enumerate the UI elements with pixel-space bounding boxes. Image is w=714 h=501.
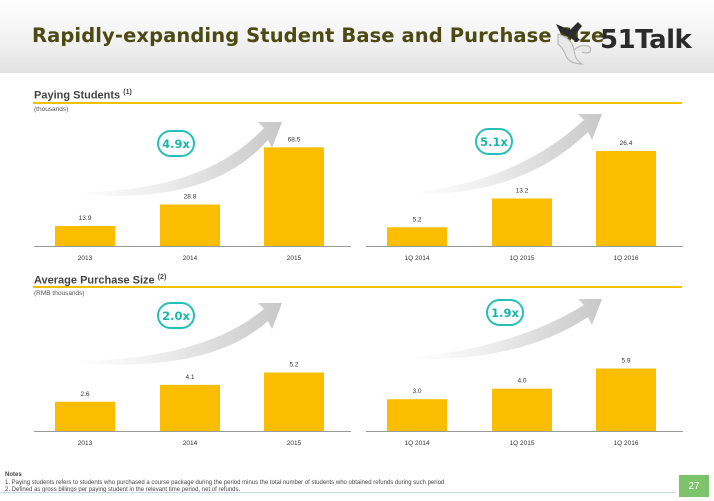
slide-header [0,0,714,73]
section-title-paying-students: Paying Students (1) [34,89,132,102]
data-label: 5.9 [621,358,630,365]
x-tick-label: 1Q 2016 [614,440,639,447]
bar [492,388,552,431]
notes: Notes 1. Paying students refers to stude… [5,472,444,495]
notes-title: Notes [5,472,22,478]
data-label: 13.9 [79,215,92,222]
section-rule [33,286,682,288]
logo: 51Talk [548,16,693,66]
x-tick-label: 2013 [78,255,93,262]
x-tick-label: 2013 [78,440,93,447]
footnote-ref: (2) [157,274,167,281]
purchase-size-annual-chart: 2.6 2013 4.1 2014 5.2 2015 [34,293,351,451]
bar [492,198,552,246]
data-label: 3.0 [412,388,421,395]
bar [387,227,447,246]
data-label: 2.6 [80,391,89,398]
bar [160,204,220,246]
bar [596,150,656,246]
slide-title: Rapidly-expanding Student Base and Purch… [32,24,605,47]
data-label: 4.1 [185,374,194,381]
page-number: 27 [679,475,709,497]
data-label: 13.2 [516,187,529,194]
section-unit: (RMB thousands) [34,290,85,297]
bar [264,372,324,431]
growth-badge: 1.9x [486,299,524,326]
note-item: 2. Defined as gross billings per paying … [5,487,241,494]
x-tick-label: 1Q 2014 [405,440,430,447]
chart-canvas: 3.0 1Q 2014 4.0 1Q 2015 5.9 1Q 2016 [366,299,683,447]
data-label: 4.0 [517,378,526,385]
chart-canvas: 5.2 1Q 2014 13.2 1Q 2015 26.4 1Q 2016 [366,114,683,262]
growth-arrow [78,303,282,365]
growth-arrow [78,122,282,196]
section-rule [33,102,682,104]
data-label: 5.2 [289,362,298,369]
growth-badge: 4.9x [157,130,195,157]
logo-text: 51Talk [600,25,692,55]
section-title-text: Paying Students [34,89,121,102]
data-label: 5.2 [412,216,421,223]
x-tick-label: 2015 [287,440,302,447]
paying-students-annual-chart: 13.9 2013 28.8 2014 68.5 2015 [34,108,351,266]
data-label: 28.8 [184,194,197,201]
paying-students-quarterly-chart: 5.2 1Q 2014 13.2 1Q 2015 26.4 1Q 2016 [366,108,683,266]
x-tick-label: 1Q 2016 [614,255,639,262]
bar [160,384,220,431]
section-title-average-purchase-size: Average Purchase Size (2) [34,274,166,287]
purchase-size-quarterly-chart: 3.0 1Q 2014 4.0 1Q 2015 5.9 1Q 2016 [366,293,683,451]
footnote-ref: (1) [123,89,132,96]
x-tick-label: 2014 [183,255,198,262]
section-unit: (thousands) [34,106,69,113]
bar [596,368,656,431]
x-tick-label: 2015 [287,255,302,262]
x-tick-label: 1Q 2015 [510,255,535,262]
x-tick-label: 1Q 2015 [510,440,535,447]
note-item: 1. Paying students refers to students wh… [5,479,445,486]
growth-arrow [414,299,602,360]
footer-divider [0,492,676,493]
section-title-text: Average Purchase Size [34,274,155,287]
bar [264,147,324,246]
growth-badge: 2.0x [157,302,195,329]
bar [387,399,447,431]
bar [55,401,115,431]
growth-arrow [414,114,602,195]
chart-canvas: 13.9 2013 28.8 2014 68.5 2015 [34,122,351,262]
x-tick-label: 2014 [183,440,198,447]
chart-canvas: 2.6 2013 4.1 2014 5.2 2015 [34,303,351,447]
data-label: 26.4 [620,140,633,147]
growth-badge: 5.1x [475,128,513,155]
bar [55,225,115,246]
x-tick-label: 1Q 2014 [405,255,430,262]
data-label: 68.5 [288,136,301,143]
logo-mark-icon [556,22,592,65]
